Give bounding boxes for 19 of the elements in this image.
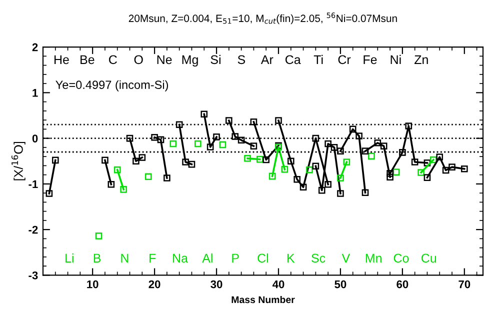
x-tick-label: 30 xyxy=(210,280,222,288)
chart-title: 20Msun, Z=0.004, E$_{51}$=10, M$_{cut}$(fin)=2.05, $^{56}$Ni=0.07Msun xyxy=(128,12,397,24)
text: Li B N F Na Al P Cl K Sc V Mn Co Cu xyxy=(66,253,436,263)
x-tick-label: 40 xyxy=(272,280,284,288)
x-tick-label: 70 xyxy=(458,280,470,288)
y-tick-label: 0 xyxy=(32,134,38,142)
x-tick-label: 20 xyxy=(148,280,160,288)
x-tick-label: 50 xyxy=(334,280,346,288)
y-tick-label: -1 xyxy=(28,180,38,188)
x-tick-label: 60 xyxy=(396,280,408,288)
y-axis-title: [X/$^{16}$O] xyxy=(11,142,26,180)
y-tick-label: -2 xyxy=(28,226,38,234)
y-tick-label: 2 xyxy=(32,43,38,52)
annotation: Ye=0.4997 (incom-Si) xyxy=(56,80,168,92)
y-tick-label: -3 xyxy=(28,271,38,280)
text: He Be C O Ne Mg Si S Ar Ca Ti Cr Fe Ni Zn xyxy=(54,54,428,67)
x-axis-title: Mass Number xyxy=(232,296,295,304)
y-tick-label: 1 xyxy=(32,89,38,97)
x-tick-label: 10 xyxy=(87,280,98,288)
